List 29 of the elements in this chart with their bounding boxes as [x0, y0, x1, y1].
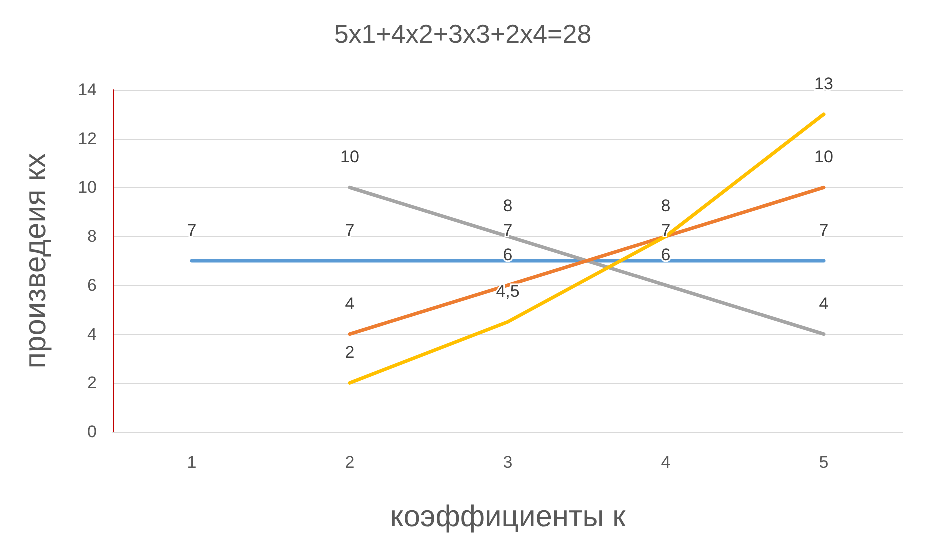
x-tick-label: 3 [503, 453, 513, 472]
data-label: 13 [814, 74, 834, 94]
data-label: 7 [345, 221, 355, 240]
data-label: 4 [345, 294, 355, 314]
x-axis-title: коэффициенты к [390, 500, 627, 534]
data-label: 4 [819, 294, 829, 314]
x-tick-label: 5 [819, 453, 829, 472]
y-tick-label: 10 [78, 178, 97, 198]
data-label: 7 [503, 221, 513, 240]
y-tick-label: 6 [88, 276, 97, 295]
data-label: 7 [819, 221, 829, 240]
y-tick-label: 8 [88, 227, 97, 246]
chart-title: 5x1+4x2+3x3+2x4=28 [334, 19, 592, 49]
data-label: 10 [340, 148, 360, 167]
y-tick-label: 2 [88, 374, 97, 393]
x-tick-label: 1 [187, 453, 197, 472]
data-label: 10 [814, 148, 834, 167]
y-tick-label: 4 [88, 324, 97, 344]
y-tick-label: 14 [78, 80, 97, 100]
data-label: 2 [345, 343, 355, 362]
y-tick-label: 12 [78, 129, 97, 148]
y-axis-title: произведеия кх [20, 153, 52, 369]
data-label: 4,5 [496, 282, 520, 302]
data-label: 8 [503, 196, 513, 216]
data-label: 7 [187, 221, 197, 240]
data-label: 8 [661, 196, 671, 216]
x-tick-label: 2 [345, 453, 355, 472]
x-tick-label: 4 [661, 453, 671, 472]
y-tick-label: 0 [88, 422, 97, 442]
